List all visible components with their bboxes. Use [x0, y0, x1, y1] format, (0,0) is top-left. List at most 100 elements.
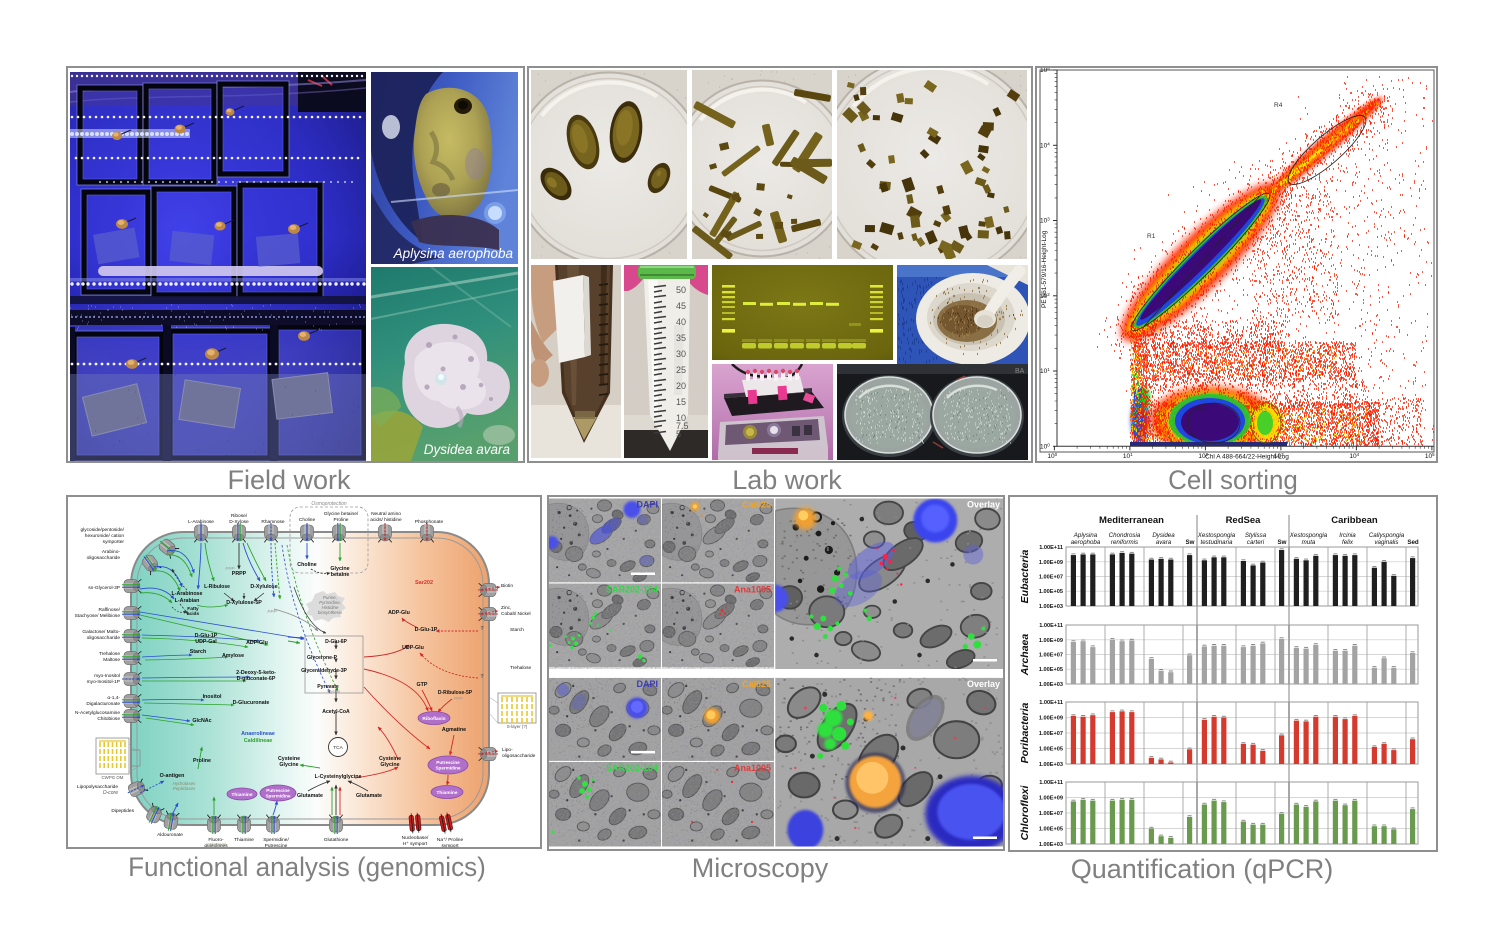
svg-text:UDP-Gal: UDP-Gal: [195, 639, 217, 645]
svg-text:D-Xylulose: D-Xylulose: [250, 584, 277, 590]
svg-text:Caldilineae: Caldilineae: [244, 738, 272, 744]
svg-text:Maltose: Maltose: [103, 657, 120, 663]
svg-text:Nucleobase/: Nucleobase/: [402, 835, 429, 841]
svg-text:Ribose/: Ribose/: [231, 513, 248, 519]
svg-text:Cysteine: Cysteine: [379, 756, 401, 762]
svg-text:Chitobiose: Chitobiose: [97, 716, 120, 722]
svg-text:1.00E+07: 1.00E+07: [1039, 575, 1063, 581]
svg-text:Agmatine: Agmatine: [442, 727, 466, 733]
svg-text:D-Glu-1P: D-Glu-1P: [195, 633, 218, 639]
svg-text:D-Glu-1P: D-Glu-1P: [415, 627, 438, 633]
svg-text:SAR202-104: SAR202-104: [606, 585, 658, 595]
svg-text:Cysteine: Cysteine: [278, 756, 300, 762]
svg-text:Thiamine: Thiamine: [231, 792, 252, 798]
svg-text:50: 50: [676, 285, 686, 295]
svg-text:D-Ribulose-5P: D-Ribulose-5P: [438, 690, 473, 696]
svg-text:Histidine: Histidine: [322, 605, 339, 610]
svg-text:D-gluconate-6P: D-gluconate-6P: [237, 676, 276, 682]
svg-text:Sar202: Sar202: [415, 580, 433, 586]
svg-text:L-Ribulose: L-Ribulose: [204, 584, 230, 590]
svg-text:SAR202-104: SAR202-104: [606, 763, 658, 773]
svg-text:101: 101: [1040, 367, 1050, 375]
svg-text:1.00E+11: 1.00E+11: [1039, 545, 1063, 551]
svg-text:35: 35: [676, 333, 686, 343]
svg-text:1.00E+11: 1.00E+11: [1039, 700, 1063, 706]
svg-text:Pyrimidine,: Pyrimidine,: [319, 600, 341, 605]
svg-text:105: 105: [1425, 452, 1435, 460]
svg-text:Thiamine: Thiamine: [234, 837, 254, 843]
svg-text:Choline: Choline: [299, 517, 316, 523]
svg-text:Lipo-: Lipo-: [502, 747, 513, 753]
svg-text:Ana1005: Ana1005: [734, 763, 771, 773]
svg-text:103: 103: [1040, 217, 1050, 225]
svg-text:1.00E+09: 1.00E+09: [1039, 716, 1063, 722]
svg-text:Na⁺/ Proline: Na⁺/ Proline: [437, 837, 464, 843]
svg-text:Sw: Sw: [1278, 539, 1287, 546]
svg-text:Phosphonate: Phosphonate: [415, 519, 444, 525]
svg-text:Spermidine/: Spermidine/: [263, 837, 289, 843]
svg-text:Galactose/ Malto-: Galactose/ Malto-: [82, 629, 120, 635]
svg-text:Trehalose: Trehalose: [510, 665, 531, 671]
svg-text:101: 101: [1123, 452, 1133, 460]
svg-text:glycoside/pentoside/: glycoside/pentoside/: [81, 527, 125, 533]
svg-text:acids/ histidine: acids/ histidine: [370, 517, 402, 523]
svg-text:Glutamate: Glutamate: [356, 793, 382, 799]
svg-text:Glutathione: Glutathione: [324, 837, 349, 843]
svg-text:Caribbean: Caribbean: [1331, 515, 1378, 526]
svg-text:Chloroflexi: Chloroflexi: [1019, 785, 1031, 841]
svg-text:1.00E+11: 1.00E+11: [1039, 780, 1063, 786]
svg-text:104: 104: [1040, 141, 1050, 149]
svg-text:Overlay: Overlay: [967, 500, 1000, 510]
svg-text:L-Cysteinylglycine: L-Cysteinylglycine: [315, 774, 362, 780]
svg-text:1.00E+05: 1.00E+05: [1039, 667, 1063, 673]
svg-text:PyrOx: PyrOx: [328, 689, 341, 694]
svg-text:105: 105: [1040, 68, 1050, 74]
svg-text:1.00E+05: 1.00E+05: [1039, 589, 1063, 595]
svg-text:oligosaccharide: oligosaccharide: [87, 555, 121, 561]
svg-text:GlcNAc: GlcNAc: [192, 718, 211, 724]
svg-text:O-antigen: O-antigen: [160, 773, 185, 779]
svg-text:7.5: 7.5: [676, 421, 689, 431]
svg-text:1.00E+03: 1.00E+03: [1039, 842, 1063, 848]
svg-text:Chondrosia: Chondrosia: [1109, 532, 1141, 539]
svg-text:1.00E+03: 1.00E+03: [1039, 604, 1063, 610]
svg-text:Cal825: Cal825: [742, 679, 771, 689]
svg-text:Riboflavin: Riboflavin: [422, 716, 445, 722]
svg-text:Arabino-: Arabino-: [102, 549, 121, 555]
svg-text:1.00E+05: 1.00E+05: [1039, 827, 1063, 833]
svg-text:Cal825: Cal825: [742, 500, 771, 510]
svg-text:biosynthesis: biosynthesis: [318, 610, 343, 615]
svg-text:Sw: Sw: [1186, 539, 1195, 546]
svg-text:40: 40: [676, 317, 686, 327]
svg-text:Trehalose: Trehalose: [99, 651, 120, 657]
svg-text:Glycine betaine/: Glycine betaine/: [324, 511, 359, 517]
svg-text:S-layer (?): S-layer (?): [507, 724, 528, 729]
svg-text:H⁺ symport: H⁺ symport: [403, 841, 428, 847]
svg-text:Xestospongia: Xestospongia: [1197, 532, 1236, 539]
svg-text:PPP: PPP: [225, 566, 235, 571]
svg-text:Raffinose/: Raffinose/: [98, 607, 120, 613]
svg-text:1.00E+09: 1.00E+09: [1039, 796, 1063, 802]
svg-text:Archaea: Archaea: [1019, 634, 1031, 677]
svg-text:20: 20: [676, 381, 686, 391]
svg-text:PE 561-579/16-Height-Log: PE 561-579/16-Height-Log: [1041, 230, 1048, 308]
svg-text:Fluoro-: Fluoro-: [208, 837, 224, 843]
svg-text:testudinaria: testudinaria: [1201, 539, 1234, 546]
svg-text:sn-Glycerol-3P: sn-Glycerol-3P: [88, 585, 120, 591]
svg-text:R3: R3: [1259, 408, 1267, 414]
svg-text:Poribacteria: Poribacteria: [1019, 702, 1031, 763]
svg-text:Overlay: Overlay: [967, 679, 1000, 689]
svg-text:1.00E+05: 1.00E+05: [1039, 747, 1063, 753]
svg-text:1.00E+09: 1.00E+09: [1039, 560, 1063, 566]
svg-text:Proline: Proline: [334, 517, 349, 523]
svg-text:Starch: Starch: [510, 627, 524, 633]
svg-text:myo-Inositol: myo-Inositol: [94, 673, 120, 679]
svg-text:Acetyl-CoA: Acetyl-CoA: [322, 709, 350, 715]
svg-text:RedSea: RedSea: [1226, 515, 1262, 526]
svg-text:25: 25: [676, 365, 686, 375]
svg-text:Xestospongia: Xestospongia: [1289, 532, 1328, 539]
svg-text:GTP: GTP: [417, 682, 428, 688]
svg-text:oligosaccharide: oligosaccharide: [87, 635, 121, 641]
svg-text:Choline: Choline: [297, 562, 316, 568]
svg-text:Ircinia: Ircinia: [1339, 532, 1356, 539]
